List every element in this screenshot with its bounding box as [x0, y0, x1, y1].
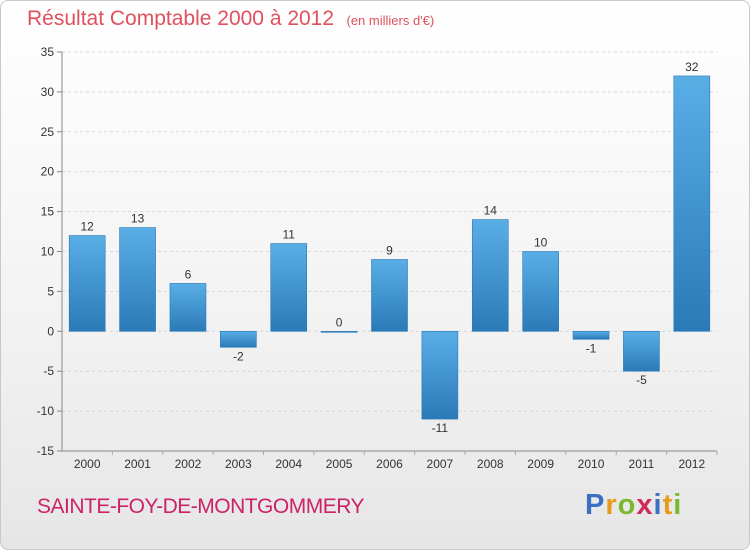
commune-name: SAINTE-FOY-DE-MONTGOMMERY [37, 495, 365, 518]
x-tick-label: 2004 [275, 457, 302, 471]
chart-subtitle: (en milliers d'€) [346, 13, 435, 28]
bar-2001 [119, 227, 156, 332]
bar-2002 [169, 283, 207, 332]
data-label: 11 [282, 228, 295, 242]
x-tick-label: 2006 [376, 457, 403, 471]
bar-2005 [320, 330, 358, 333]
chart-title: Résultat Comptable 2000 à 2012 [27, 7, 335, 30]
data-label: 32 [685, 60, 699, 74]
logo-letter: r [605, 489, 618, 521]
x-tick-label: 2002 [175, 457, 202, 471]
data-label: -5 [636, 373, 647, 387]
bar-2009 [522, 251, 559, 332]
x-tick-label: 2005 [326, 457, 353, 471]
data-label: 13 [131, 212, 145, 226]
x-tick-label: 2009 [527, 457, 554, 471]
y-tick-label: 35 [41, 45, 55, 59]
x-tick-label: 2000 [74, 457, 101, 471]
data-label: 12 [81, 220, 95, 234]
logo-letter: x [636, 489, 654, 521]
y-tick-label: -15 [37, 444, 55, 458]
logo-letter: t [662, 489, 674, 521]
x-tick-label: 2010 [578, 457, 605, 471]
x-tick-label: 2011 [629, 457, 655, 471]
chart-title-block: Résultat Comptable 2000 à 2012 (en milli… [27, 7, 434, 31]
x-tick-label: 2008 [477, 457, 504, 471]
data-label: 0 [336, 315, 343, 329]
bar-2000 [68, 235, 106, 332]
y-tick-label: 10 [41, 245, 55, 259]
data-label: -2 [233, 349, 244, 363]
y-tick-label: 30 [41, 85, 55, 99]
bar-2004 [270, 243, 308, 332]
logo-letter: i [673, 489, 683, 521]
y-tick-label: 20 [41, 165, 55, 179]
bar-2012 [673, 75, 711, 332]
y-tick-label: 15 [41, 205, 55, 219]
bar-2006 [371, 259, 408, 332]
data-label: 14 [484, 204, 498, 218]
x-tick-label: 2007 [427, 457, 454, 471]
y-tick-label: 25 [41, 125, 55, 139]
bar-2003 [220, 330, 257, 348]
logo-letter: o [617, 489, 637, 521]
data-label: 6 [185, 267, 192, 281]
data-label: -11 [432, 421, 449, 435]
y-tick-label: -5 [43, 364, 54, 378]
x-tick-label: 2003 [225, 457, 252, 471]
data-label: 9 [386, 243, 393, 257]
y-tick-label: -10 [37, 404, 55, 418]
y-tick-label: 5 [47, 284, 54, 298]
bar-2008 [471, 219, 509, 332]
bar-2007 [421, 330, 459, 420]
bar-2011 [623, 330, 660, 372]
bar-2010 [572, 330, 610, 340]
y-tick-label: 0 [47, 324, 54, 338]
logo-letter: i [653, 489, 663, 521]
data-label: 10 [534, 236, 548, 250]
x-tick-label: 2012 [678, 457, 705, 471]
data-label: -1 [586, 341, 597, 355]
proxiti-logo: Proxiti [585, 489, 682, 522]
logo-letter: P [585, 489, 606, 521]
x-tick-label: 2001 [124, 457, 151, 471]
